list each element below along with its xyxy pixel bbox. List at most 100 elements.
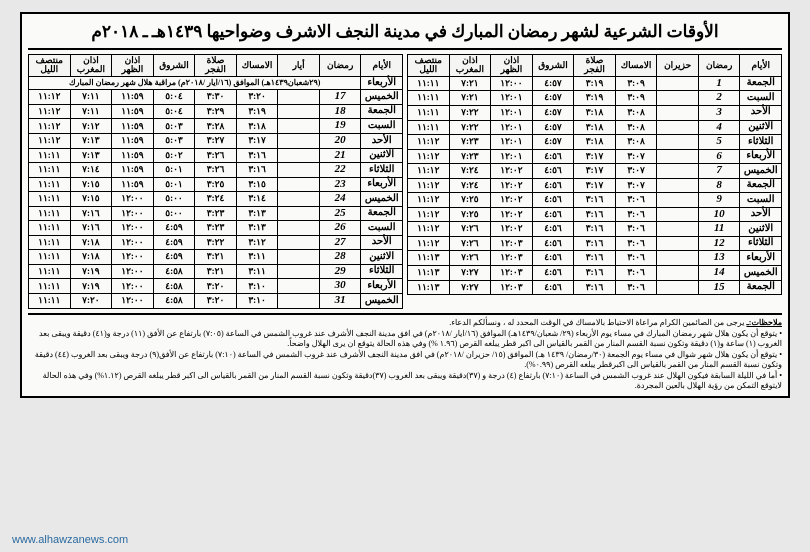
time-cell: ٣:١٦ — [574, 280, 616, 295]
time-cell: ٣:١٦ — [236, 163, 278, 178]
time-cell: ٧:١٩ — [70, 279, 112, 294]
day-cell: الثلاثاء — [361, 163, 403, 178]
gregorian-cell — [278, 250, 320, 265]
time-cell: ٧:٢٦ — [449, 236, 491, 251]
page-title: الأوقات الشرعية لشهر رمضان المبارك في مد… — [28, 18, 782, 50]
time-cell: ٣:٠٦ — [615, 236, 657, 251]
time-cell: ١١:١١ — [29, 177, 71, 192]
time-cell: ٥:٠٣ — [153, 134, 195, 149]
gregorian-cell — [657, 76, 699, 91]
time-cell: ٥:٠١ — [153, 177, 195, 192]
ramadan-cell: 8 — [698, 178, 740, 193]
time-cell: ١١:١٢ — [29, 134, 71, 149]
time-cell: ٧:٢٧ — [449, 265, 491, 280]
time-cell: ٣:٢٣ — [195, 206, 237, 221]
time-cell: ١٢:٠٣ — [491, 280, 533, 295]
time-cell: ٧:١٤ — [70, 163, 112, 178]
time-cell: ٧:٢٣ — [449, 135, 491, 150]
left-table-wrap: الأيامرمضانحزيرانالامساكصلاة الفجرالشروق… — [407, 54, 782, 309]
time-cell: ١٢:٠٣ — [491, 251, 533, 266]
time-cell: ٣:١٠ — [236, 294, 278, 309]
day-cell: الجمعة — [740, 178, 782, 193]
time-cell: ١٢:٠٠ — [112, 250, 154, 265]
day-cell: الجمعة — [361, 104, 403, 119]
time-cell: ٧:٢٤ — [449, 178, 491, 193]
day-cell: الاثنين — [740, 222, 782, 237]
day-cell: الثلاثاء — [740, 135, 782, 150]
time-cell: ٣:٢٠ — [195, 279, 237, 294]
time-cell: ٣:١٦ — [574, 207, 616, 222]
ramadan-cell: 15 — [698, 280, 740, 295]
time-cell: ٥:٠٤ — [153, 90, 195, 105]
day-cell: الأحد — [361, 134, 403, 149]
ramadan-cell: 27 — [319, 235, 361, 250]
time-cell: ٤:٥٦ — [532, 149, 574, 164]
time-cell: ٤:٥٨ — [153, 279, 195, 294]
gregorian-cell — [657, 105, 699, 120]
day-cell: السبت — [361, 221, 403, 236]
time-cell: ٣:٢١ — [195, 264, 237, 279]
time-cell: ١٢:٠٣ — [491, 265, 533, 280]
ramadan-cell: 21 — [319, 148, 361, 163]
time-cell: ٣:١٧ — [574, 164, 616, 179]
time-cell: ١٢:٠٣ — [491, 236, 533, 251]
time-cell: ٧:٢١ — [449, 76, 491, 91]
time-cell: ١١:١٢ — [408, 236, 450, 251]
gregorian-cell — [278, 104, 320, 119]
column-header: الامساك — [615, 55, 657, 77]
time-cell: ١٢:٠٢ — [491, 193, 533, 208]
time-cell: ٣:١٩ — [574, 76, 616, 91]
time-cell: ٤:٥٧ — [532, 91, 574, 106]
document-page: الأوقات الشرعية لشهر رمضان المبارك في مد… — [20, 12, 790, 398]
time-cell: ٣:١٣ — [236, 221, 278, 236]
time-cell: ١١:٥٩ — [112, 104, 154, 119]
time-cell: ٤:٥٧ — [532, 120, 574, 135]
column-header: رمضان — [698, 55, 740, 77]
day-cell: الجمعة — [740, 280, 782, 295]
time-cell: ١١:١١ — [29, 294, 71, 309]
ramadan-cell: 25 — [319, 206, 361, 221]
column-header: الشروق — [153, 55, 195, 77]
tables-container: الأيامرمضانأيارالامساكصلاة الفجرالشروقاذ… — [28, 54, 782, 309]
time-cell: ٣:١٦ — [574, 236, 616, 251]
time-cell: ٣:٢٠ — [195, 294, 237, 309]
time-cell: ١١:١٢ — [408, 149, 450, 164]
observation-row: (٢٩شعبان١٤٣٩هـ) الموافق (١٦/ايار /٢٠١٨م)… — [29, 76, 361, 90]
time-cell: ٣:١٢ — [236, 235, 278, 250]
time-cell: ٣:٠٦ — [615, 251, 657, 266]
time-cell: ٤:٥٦ — [532, 164, 574, 179]
time-cell: ٣:١٠ — [236, 279, 278, 294]
day-cell: الأحد — [361, 235, 403, 250]
time-cell: ١١:١١ — [29, 163, 71, 178]
gregorian-cell — [657, 265, 699, 280]
day-cell: الخميس — [740, 164, 782, 179]
time-cell: ١٢:٠٠ — [112, 221, 154, 236]
time-cell: ١١:١٢ — [29, 104, 71, 119]
notes-label: ملاحظات:ـ — [746, 318, 782, 327]
time-cell: ٤:٥٧ — [532, 76, 574, 91]
time-cell: ٧:١٨ — [70, 250, 112, 265]
time-cell: ٧:٢٣ — [449, 149, 491, 164]
time-cell: ٣:١٧ — [574, 178, 616, 193]
time-cell: ٥:٠٠ — [153, 192, 195, 207]
time-cell: ٧:٢٥ — [449, 193, 491, 208]
gregorian-cell — [278, 177, 320, 192]
time-cell: ١١:١١ — [29, 192, 71, 207]
time-cell: ٣:١٨ — [574, 135, 616, 150]
day-cell: الأربعاء — [361, 76, 403, 90]
ramadan-cell: 30 — [319, 279, 361, 294]
time-cell: ٤:٥٧ — [532, 135, 574, 150]
time-cell: ١١:١١ — [29, 221, 71, 236]
gregorian-cell — [278, 264, 320, 279]
time-cell: ٥:٠٢ — [153, 148, 195, 163]
time-cell: ٧:٢٠ — [70, 294, 112, 309]
right-table-wrap: الأيامرمضانأيارالامساكصلاة الفجرالشروقاذ… — [28, 54, 403, 309]
gregorian-cell — [657, 178, 699, 193]
time-cell: ٣:٠٦ — [615, 193, 657, 208]
time-cell: ١١:١٣ — [408, 251, 450, 266]
time-cell: ٣:١١ — [236, 264, 278, 279]
time-cell: ١١:١١ — [29, 264, 71, 279]
column-header: الشروق — [532, 55, 574, 77]
time-cell: ٣:١٧ — [236, 134, 278, 149]
time-cell: ٧:١٨ — [70, 235, 112, 250]
